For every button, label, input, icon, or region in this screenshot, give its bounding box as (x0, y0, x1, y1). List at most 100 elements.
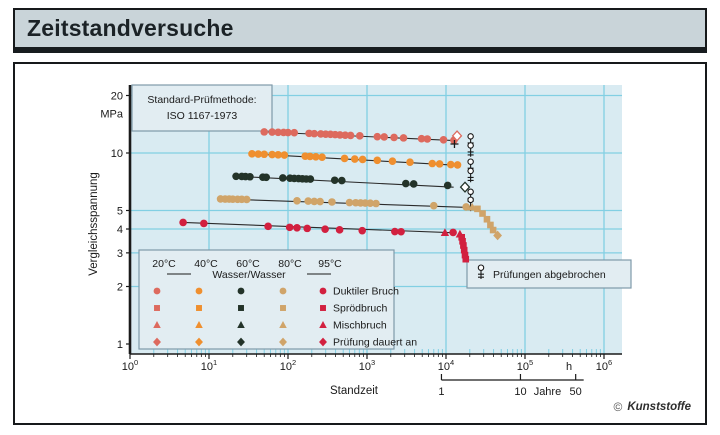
data-point-diamond (279, 337, 287, 347)
data-point-diamond (493, 230, 503, 241)
data-point-triangle (440, 228, 450, 237)
data-point-diamond-open (459, 181, 471, 193)
data-point-circle (453, 161, 462, 169)
copyright-icon: © (613, 400, 623, 414)
abort-circle (467, 142, 474, 149)
data-point-circle (346, 131, 355, 140)
data-point-circle (417, 134, 426, 143)
test-method-line2: ISO 1167-1973 (167, 110, 238, 122)
data-point-circle (435, 160, 444, 168)
journal-logo: © Kunststoffe (613, 400, 691, 414)
data-point-circle (340, 154, 349, 163)
data-point-circle (321, 225, 329, 234)
series-80Cc (216, 195, 503, 241)
data-point-triangle (237, 321, 245, 329)
data-point-square (460, 242, 467, 249)
legend-medium-label: Wasser/Wasser (212, 269, 286, 281)
y-tick-label: 2 (117, 282, 123, 294)
legend-row-label: Prüfung dauert an (333, 337, 417, 349)
legend-box: 20°C 40°C 60°C 80°C 95°C Wasser/Wasser Duktile… (138, 249, 417, 350)
data-point-diamond (237, 337, 245, 347)
data-point-circle (268, 128, 276, 136)
x-tick-label: 104 (438, 358, 454, 373)
y-tick-label: 1 (117, 339, 123, 351)
data-point-circle (232, 172, 240, 181)
abort-circle (467, 188, 474, 196)
x-tick-label: 101 (201, 358, 217, 373)
data-point-circle (429, 201, 438, 210)
test-method-line1: Standard-Prüfmethode: (147, 94, 256, 106)
data-point-circle (262, 173, 271, 182)
data-point-square (462, 255, 470, 263)
data-point-circle (264, 222, 272, 231)
data-point-circle (358, 226, 367, 235)
data-point-diamond-open (451, 130, 463, 142)
data-point-circle (260, 150, 269, 159)
data-point-circle (242, 195, 251, 204)
data-point-circle (290, 128, 299, 137)
y-tick-label: 5 (117, 205, 123, 217)
abort-cross (467, 173, 474, 183)
x-tick-label: 103 (359, 358, 375, 373)
data-point-plus (450, 139, 459, 148)
data-point-triangle (195, 321, 203, 329)
y-tick-label: 4 (117, 224, 123, 236)
data-point-circle (319, 287, 327, 295)
abort-marker (467, 167, 474, 183)
abort-marker (477, 264, 485, 279)
years-unit-label: Jahre (534, 386, 562, 398)
data-point-triangle (153, 321, 161, 329)
data-point-circle (358, 155, 367, 164)
data-point-circle (391, 227, 399, 236)
data-point-circle (399, 134, 408, 142)
data-point-square (196, 305, 202, 311)
data-point-circle (279, 174, 287, 182)
data-point-square (458, 233, 465, 241)
x-tick-label: 105 (517, 358, 533, 373)
data-point-circle (237, 287, 245, 295)
data-point-square (487, 221, 494, 229)
y-tick-label: 10 (111, 148, 123, 160)
data-point-square (154, 305, 160, 311)
data-point-circle (306, 175, 315, 183)
legend-temp-label: 95°C (318, 258, 342, 270)
data-point-circle (328, 198, 336, 206)
data-point-circle (303, 224, 312, 233)
y-tick-label: 20 (111, 91, 123, 103)
abort-marker (467, 133, 474, 148)
data-point-square (280, 305, 286, 311)
abort-circle (477, 264, 485, 271)
series-40Cc (248, 150, 474, 183)
abort-circle (467, 167, 474, 175)
data-point-square (238, 305, 244, 311)
data-point-circle (443, 181, 452, 190)
data-point-circle (428, 159, 437, 168)
data-point-circle (318, 153, 326, 161)
data-point-square (461, 251, 469, 259)
data-point-circle (338, 176, 346, 185)
data-point-circle (293, 223, 301, 232)
data-point-circle (449, 228, 457, 237)
data-point-circle (248, 150, 256, 158)
series-95Cc (179, 218, 470, 263)
data-point-circle (279, 287, 287, 295)
data-point-square (474, 205, 481, 213)
data-point-square (320, 305, 326, 311)
data-point-circle (306, 152, 314, 161)
x-tick-label: 100 (122, 358, 138, 373)
abort-cross (467, 148, 474, 157)
data-point-circle (285, 223, 294, 232)
data-point-circle (341, 131, 350, 139)
y-tick-label: 3 (117, 248, 123, 260)
data-point-circle (402, 179, 410, 188)
y-axis-title: Vergleichsspannung (88, 172, 100, 276)
abort-circle (467, 133, 474, 140)
data-point-circle (195, 287, 203, 295)
data-point-circle (439, 135, 448, 144)
data-point-circle (406, 158, 414, 167)
legend-row-label: Duktiler Bruch (333, 286, 399, 298)
data-point-circle (293, 197, 301, 205)
data-point-square (483, 215, 491, 223)
years-tick-label: 10 (514, 386, 526, 398)
